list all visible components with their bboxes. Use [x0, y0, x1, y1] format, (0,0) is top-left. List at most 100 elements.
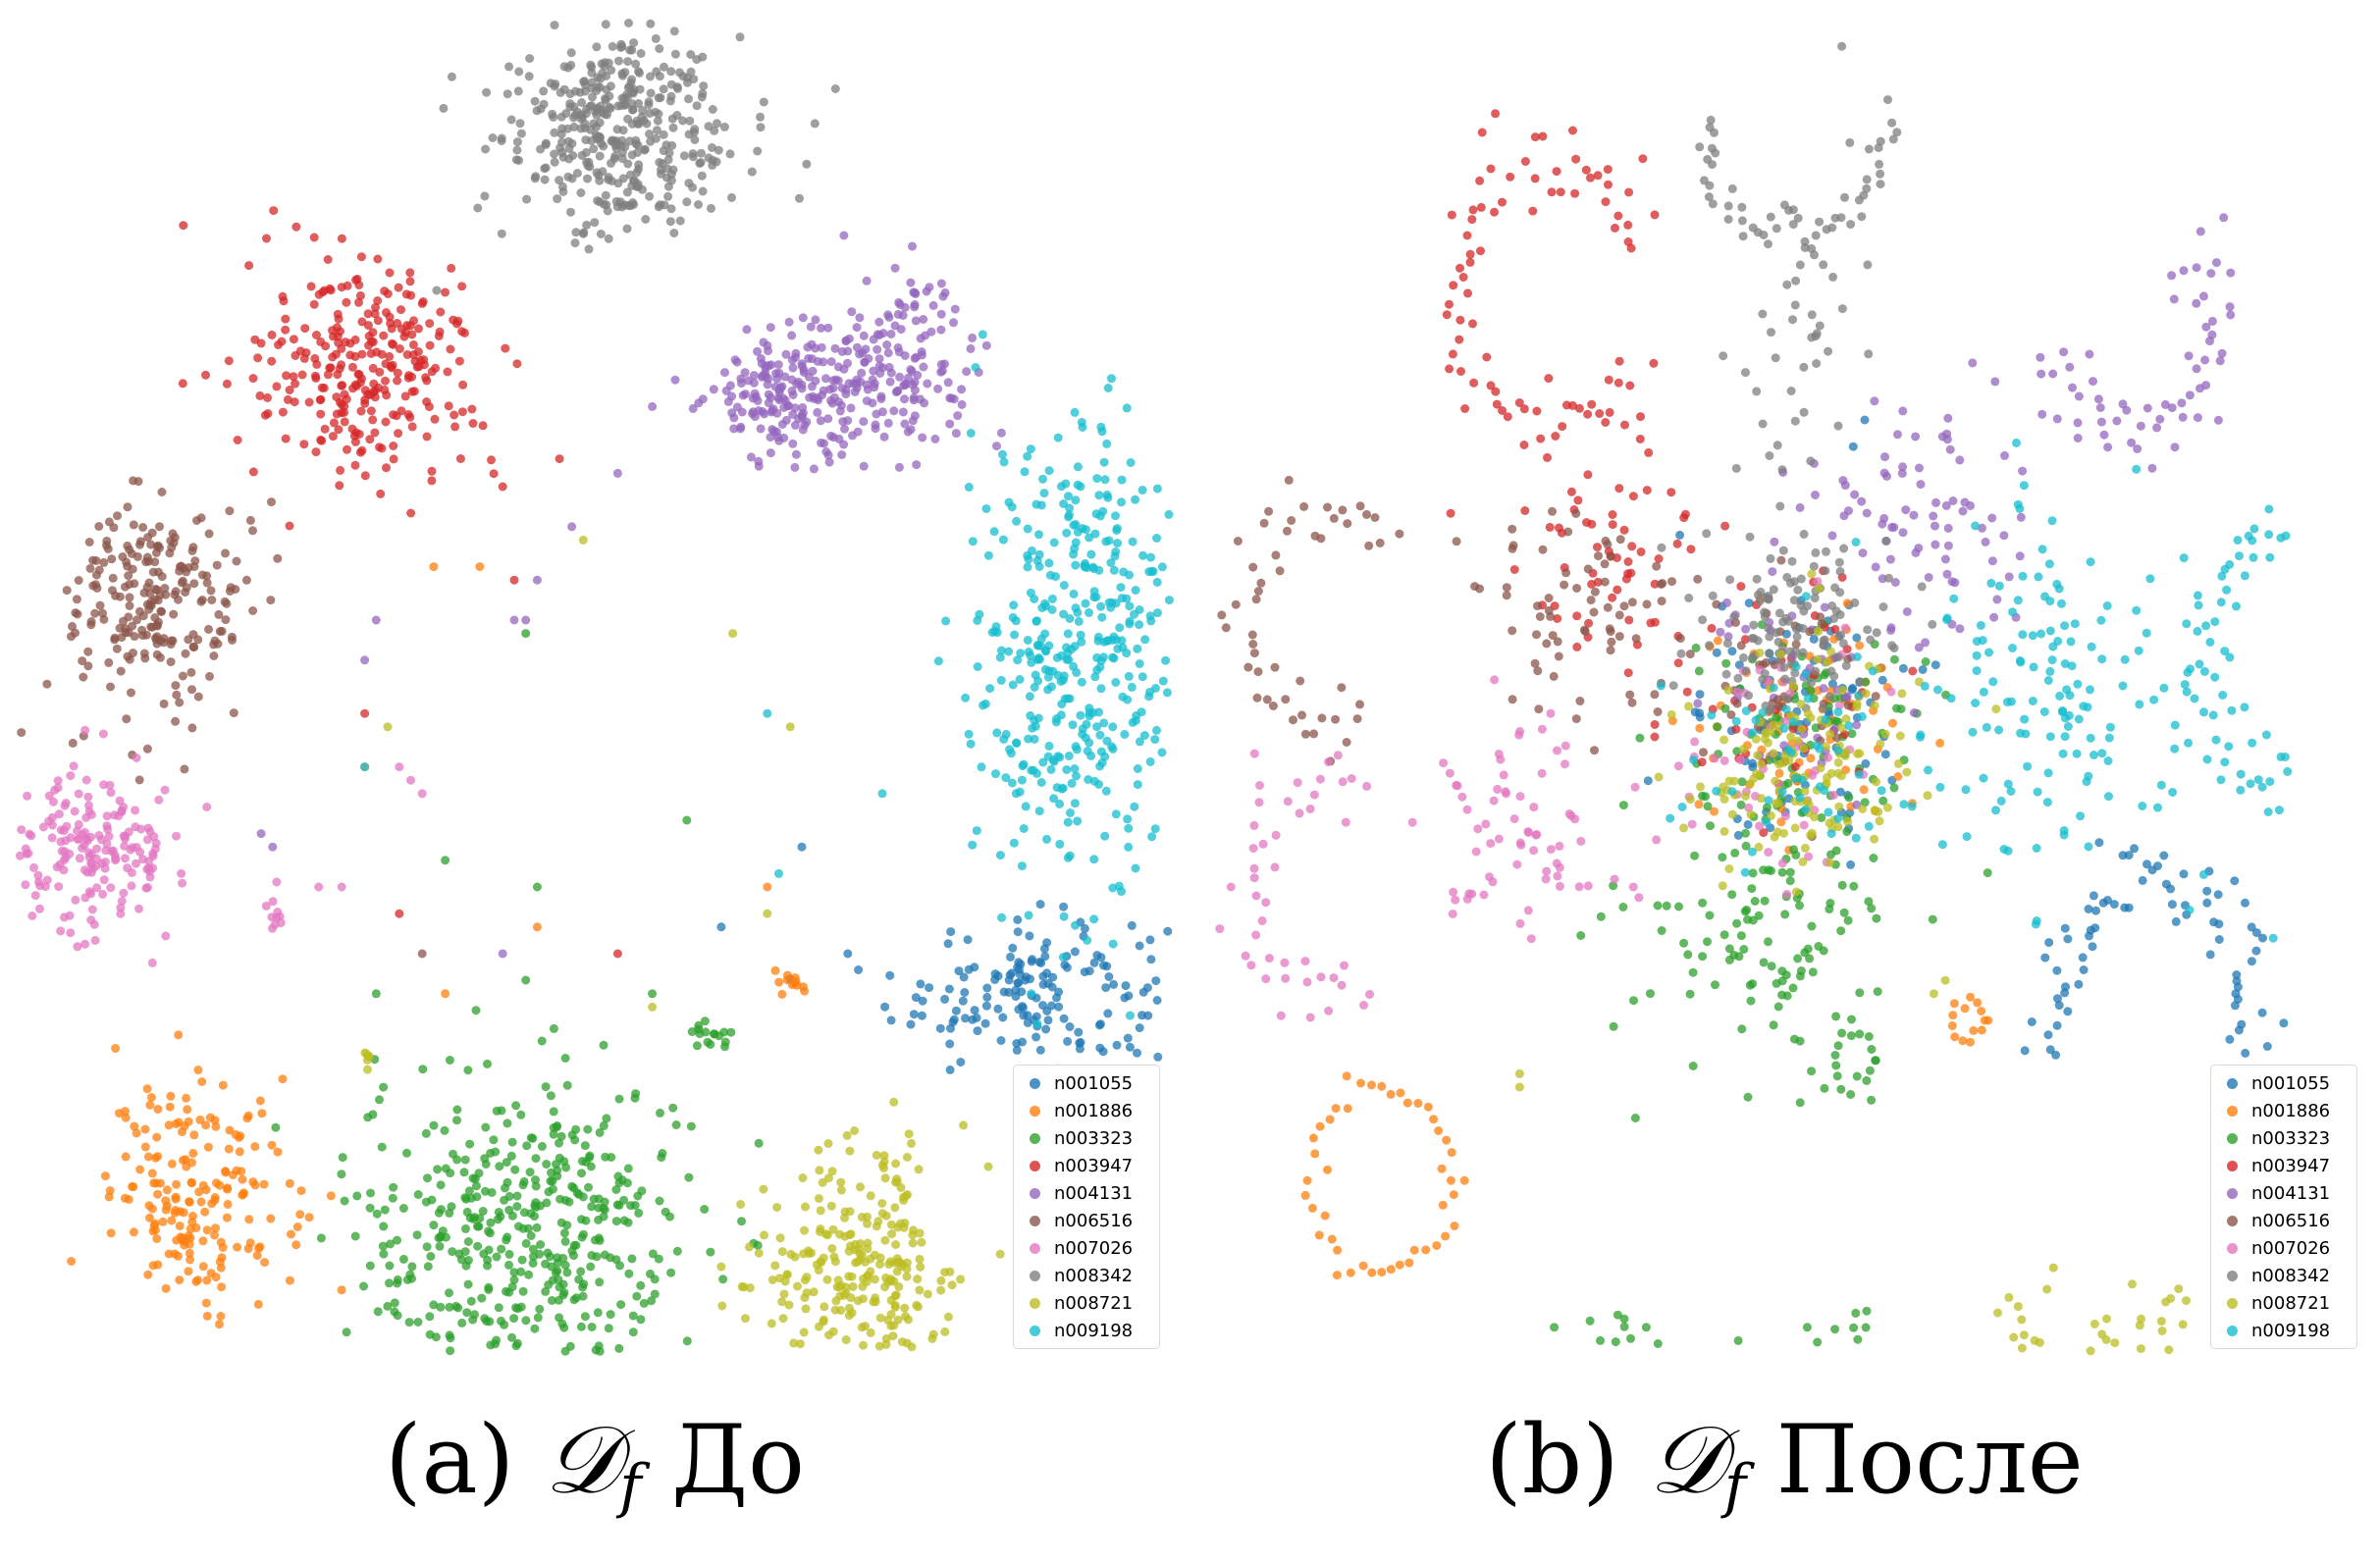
point-n006516	[175, 698, 185, 707]
point-n003323	[418, 1065, 428, 1074]
point-n008342	[581, 135, 591, 145]
point-n008721	[784, 1300, 794, 1310]
point-n007026	[1555, 841, 1564, 851]
point-n003947	[385, 268, 395, 278]
point-n001055	[1084, 966, 1094, 976]
point-n009198	[1868, 666, 1878, 676]
point-n003323	[594, 1233, 604, 1243]
point-n003323	[504, 1191, 514, 1201]
point-n008721	[741, 1314, 750, 1324]
point-n003947	[1654, 554, 1664, 563]
point-n008721	[1843, 816, 1853, 826]
point-n008342	[1822, 546, 1830, 556]
point-n009198	[2019, 481, 2029, 491]
point-n008342	[541, 163, 551, 173]
point-n003947	[1556, 187, 1565, 197]
point-n003323	[648, 989, 658, 999]
point-n009198	[2043, 768, 2053, 778]
point-n006516	[1249, 649, 1259, 658]
point-n001886	[197, 1077, 207, 1086]
point-n006516	[1375, 538, 1385, 547]
caption-b-prefix: (b)	[1485, 1405, 1650, 1515]
point-n003323	[1746, 996, 1756, 1006]
point-n008342	[550, 128, 559, 137]
point-n009198	[1979, 687, 1988, 697]
point-n001886	[1342, 1071, 1351, 1081]
point-n008721	[2128, 1279, 2137, 1289]
point-n008342	[540, 175, 550, 184]
point-n008342	[579, 228, 589, 237]
point-n003323	[1872, 913, 1881, 923]
point-n007026	[1499, 770, 1508, 780]
point-n001886	[202, 1225, 212, 1235]
point-n001055	[2241, 1048, 2250, 1058]
point-n003947	[334, 425, 344, 435]
point-n008342	[576, 114, 586, 124]
point-n003323	[1889, 783, 1899, 793]
point-n003323	[595, 1346, 605, 1356]
point-n001055	[940, 994, 950, 1004]
point-n008721	[880, 1173, 890, 1183]
point-n003323	[372, 1209, 382, 1219]
point-n003323	[654, 1254, 663, 1264]
point-n003947	[269, 206, 279, 216]
point-n008342	[601, 20, 610, 29]
point-n007026	[75, 834, 84, 844]
point-n003947	[1455, 263, 1464, 273]
point-n004131	[864, 354, 873, 363]
point-n003323	[425, 1312, 435, 1322]
point-n003323	[554, 1295, 563, 1305]
point-n008342	[550, 149, 559, 159]
point-n009198	[877, 789, 887, 799]
point-n003947	[355, 290, 365, 300]
point-n003947	[1593, 543, 1602, 552]
point-n008721	[908, 1230, 918, 1240]
point-n003323	[452, 1116, 461, 1125]
point-n003323	[1780, 910, 1790, 919]
point-n006516	[209, 651, 219, 660]
point-n008721	[836, 1177, 846, 1187]
point-n006516	[1586, 596, 1596, 605]
point-n006516	[138, 523, 148, 532]
point-n003947	[1520, 157, 1530, 166]
point-n001886	[1434, 1126, 1444, 1135]
point-n004131	[2000, 450, 2009, 460]
point-n006516	[1699, 748, 1708, 757]
legend-item-n008342: n008342	[1020, 1262, 1153, 1289]
point-n008342	[1706, 115, 1716, 125]
point-n008721	[827, 1167, 837, 1176]
point-n009198	[2063, 722, 2073, 731]
point-n003323	[1852, 1071, 1862, 1081]
series-n008342	[432, 19, 840, 295]
point-n008721	[648, 1002, 658, 1012]
point-n006516	[214, 609, 224, 619]
point-n009198	[1815, 744, 1825, 754]
point-n003947	[450, 422, 460, 432]
point-n001886	[1947, 1021, 1957, 1030]
point-n009198	[2079, 702, 2089, 711]
point-n009198	[1007, 778, 1017, 788]
point-n003947	[337, 381, 346, 390]
point-n003947	[1601, 418, 1611, 427]
point-n008342	[1828, 272, 1838, 282]
point-n003323	[574, 1275, 584, 1284]
point-n001055	[1054, 1002, 1064, 1012]
point-n009198	[1072, 771, 1081, 781]
point-n006516	[182, 583, 191, 593]
point-n007026	[1439, 758, 1449, 768]
point-n008342	[1819, 260, 1828, 270]
point-n004131	[798, 313, 808, 323]
point-n006516	[205, 671, 214, 681]
point-n008721	[863, 1244, 873, 1254]
point-n007026	[1553, 871, 1562, 881]
point-n001055	[2109, 900, 2119, 910]
point-n003323	[531, 1175, 540, 1184]
point-n001055	[2089, 891, 2098, 901]
point-n008721	[903, 1153, 912, 1162]
point-n004131	[721, 386, 731, 395]
point-n009198	[1028, 723, 1037, 733]
point-n003947	[340, 390, 349, 399]
point-n009198	[1034, 530, 1043, 540]
point-n003947	[406, 508, 416, 518]
point-n003323	[706, 1247, 715, 1257]
